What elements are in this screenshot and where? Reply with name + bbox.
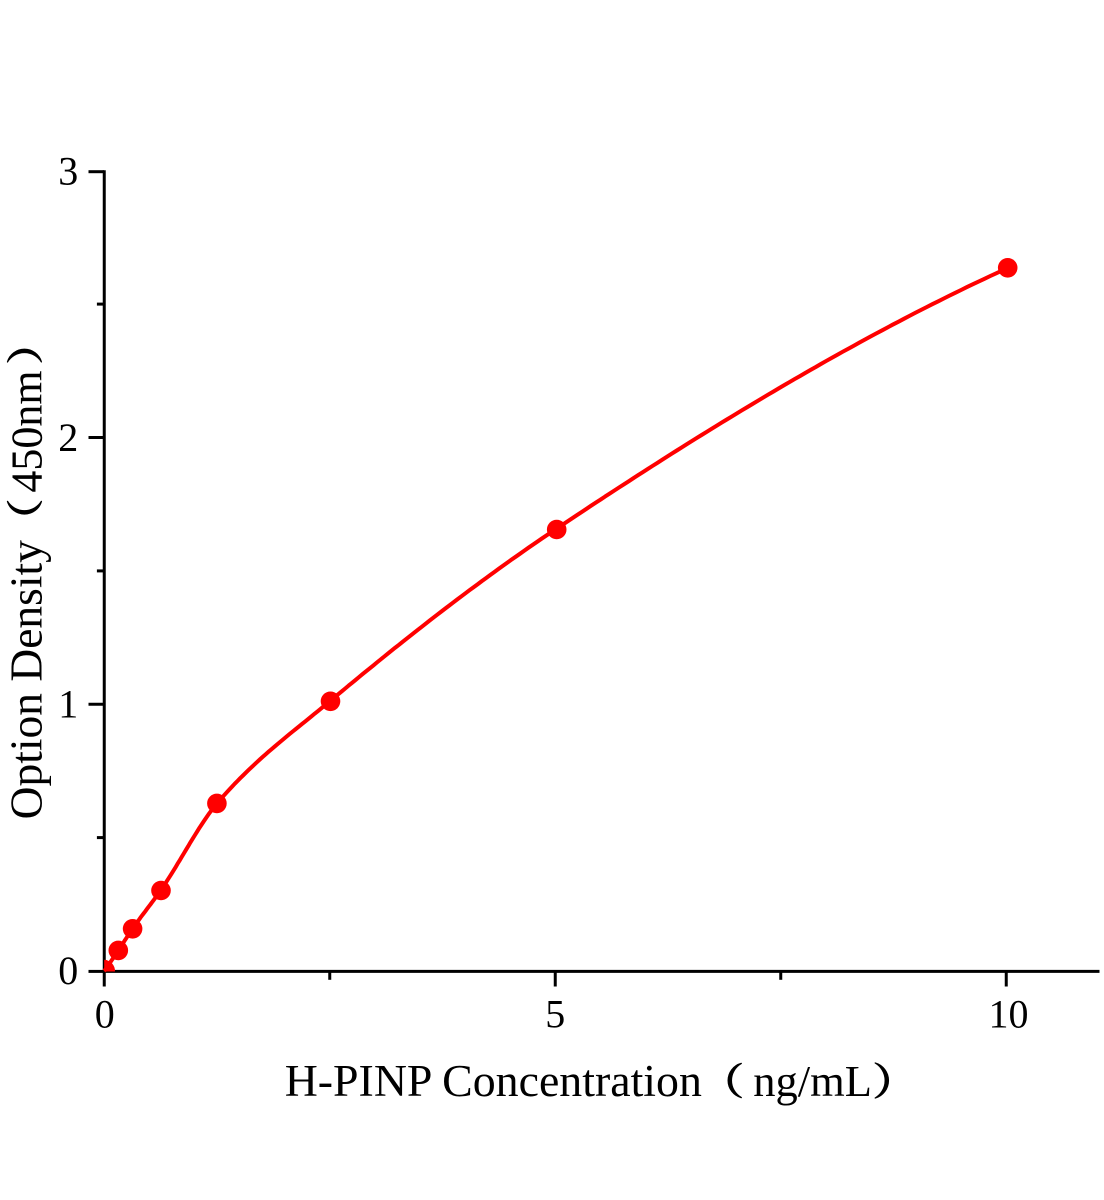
svg-text:Option Density: Option Density xyxy=(1,540,52,820)
svg-text:2: 2 xyxy=(58,415,78,460)
svg-text:10: 10 xyxy=(989,992,1029,1037)
svg-text:1: 1 xyxy=(58,682,78,727)
svg-text:0: 0 xyxy=(95,992,115,1037)
svg-text:ng/mL: ng/mL xyxy=(753,1056,872,1106)
svg-text:5: 5 xyxy=(545,992,565,1037)
svg-text:3: 3 xyxy=(58,148,78,193)
svg-text:0: 0 xyxy=(58,948,78,993)
svg-text:H-PINP Concentration: H-PINP Concentration xyxy=(285,1055,702,1106)
svg-text:450nm: 450nm xyxy=(3,370,52,492)
